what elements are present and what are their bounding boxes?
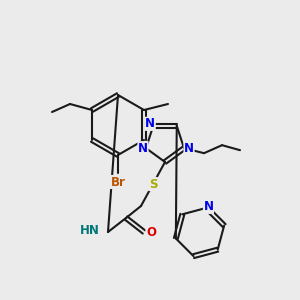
Text: N: N — [184, 142, 194, 155]
Text: N: N — [145, 117, 155, 130]
Text: N: N — [203, 200, 214, 213]
Text: HN: HN — [80, 224, 100, 238]
Text: O: O — [146, 226, 156, 238]
Text: Br: Br — [111, 176, 125, 188]
Text: S: S — [149, 178, 157, 190]
Text: N: N — [138, 142, 148, 155]
